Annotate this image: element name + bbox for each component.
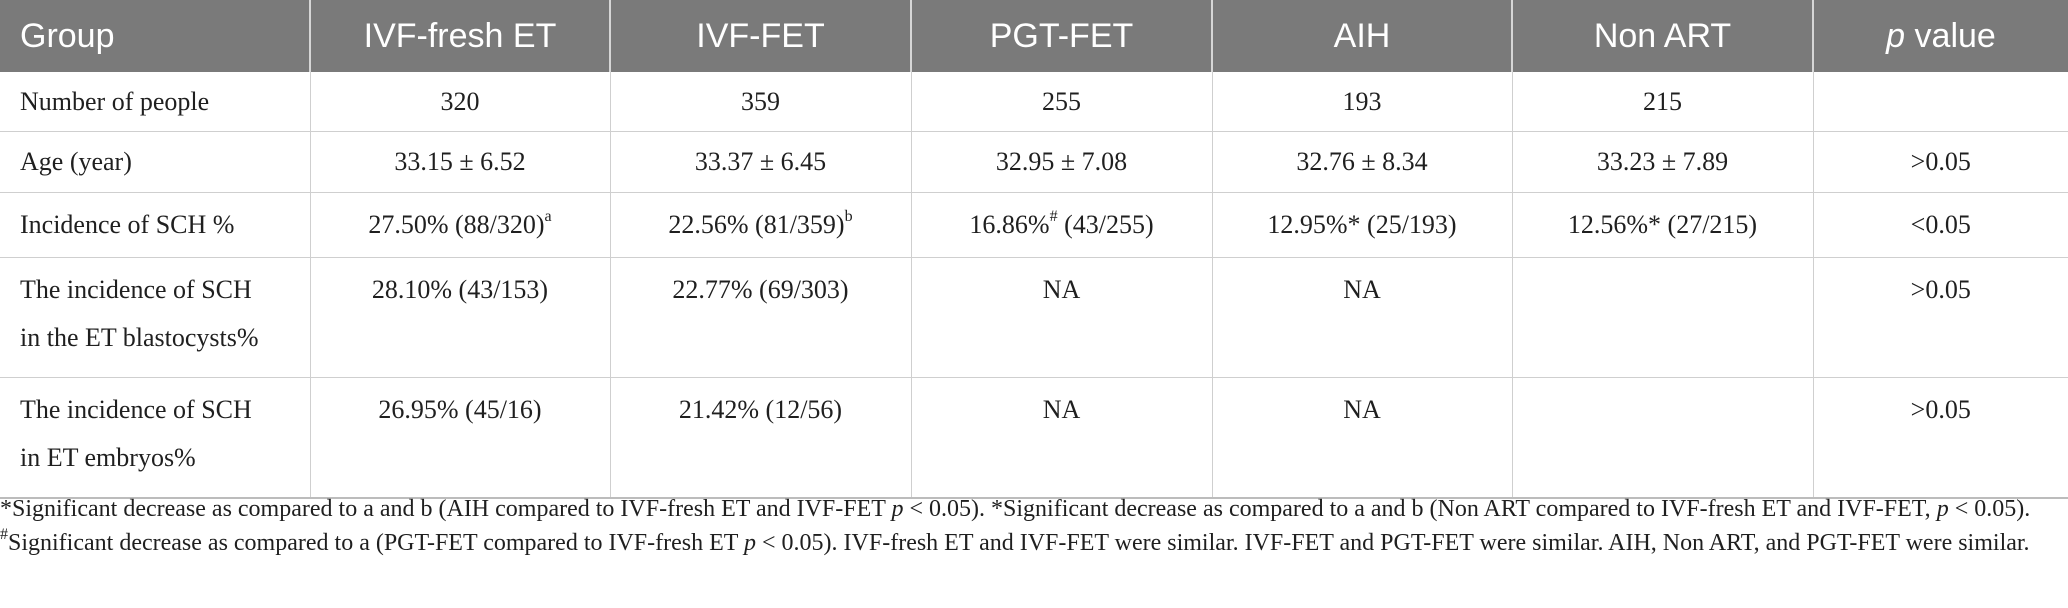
- cell: 193: [1212, 72, 1513, 132]
- row-label: Incidence of SCH %: [0, 192, 311, 258]
- cell: 33.37 ± 6.45: [610, 131, 912, 193]
- cell: 33.23 ± 7.89: [1512, 131, 1814, 193]
- cell: 255: [911, 72, 1213, 132]
- cell: 26.95% (45/16): [310, 377, 611, 499]
- table-container: Group IVF-fresh ET IVF-FET PGT-FET AIH N…: [0, 0, 2068, 499]
- header-group: Group: [0, 0, 311, 72]
- cell: 320: [310, 72, 611, 132]
- table-body: Number of people 320 359 255 193 215 Age…: [0, 72, 2068, 499]
- cell: 22.56% (81/359)b: [610, 192, 912, 258]
- superscript-hash: #: [1049, 208, 1058, 226]
- footnote-p: p: [1936, 496, 1949, 522]
- row-label-line: in ET embryos%: [20, 443, 196, 472]
- footnote-text: Significant decrease as compared to a (P…: [8, 530, 745, 556]
- row-label: The incidence of SCH in the ET blastocyst…: [0, 257, 311, 378]
- footnote-text: < 0.05). IVF-fresh ET and IVF-FET were s…: [756, 530, 2030, 556]
- cell: >0.05: [1813, 257, 2068, 378]
- header-pgt-fet: PGT-FET: [911, 0, 1213, 72]
- footnote-p: p: [744, 530, 757, 556]
- header-row: Group IVF-fresh ET IVF-FET PGT-FET AIH N…: [0, 0, 2068, 72]
- header-ivf-fet: IVF-FET: [610, 0, 912, 72]
- cell: 215: [1512, 72, 1814, 132]
- results-table: Group IVF-fresh ET IVF-FET PGT-FET AIH N…: [0, 0, 2068, 499]
- table-header: Group IVF-fresh ET IVF-FET PGT-FET AIH N…: [0, 0, 2068, 72]
- cell: 28.10% (43/153): [310, 257, 611, 378]
- footnote-hash: #: [0, 526, 8, 543]
- cell: 32.76 ± 8.34: [1212, 131, 1513, 193]
- footnote-text: *Significant decrease as compared to a a…: [0, 496, 892, 522]
- cell: [1512, 377, 1814, 499]
- table-row: The incidence of SCH in ET embryos% 26.95…: [0, 377, 2068, 499]
- cell: 22.77% (69/303): [610, 257, 912, 378]
- cell: 33.15 ± 6.52: [310, 131, 611, 193]
- row-label-line: The incidence of SCH: [20, 275, 252, 304]
- cell: NA: [1212, 377, 1513, 499]
- row-label: Number of people: [0, 72, 311, 132]
- footnote-text: < 0.05). *Significant decrease as compar…: [903, 496, 1937, 522]
- cell: <0.05: [1813, 192, 2068, 258]
- cell-text-rest: (43/255): [1057, 210, 1154, 239]
- row-label-line: in the ET blastocysts%: [20, 323, 259, 352]
- header-value-label: value: [1914, 16, 1996, 55]
- header-non-art: Non ART: [1512, 0, 1814, 72]
- row-label: The incidence of SCH in ET embryos%: [0, 377, 311, 499]
- footnote-p: p: [891, 496, 904, 522]
- cell: 21.42% (12/56): [610, 377, 912, 499]
- row-label-line: The incidence of SCH: [20, 395, 252, 424]
- table-row: Age (year) 33.15 ± 6.52 33.37 ± 6.45 32.…: [0, 131, 2068, 193]
- cell: [1813, 72, 2068, 132]
- header-p-value: p value: [1813, 0, 2068, 72]
- header-aih: AIH: [1212, 0, 1513, 72]
- superscript-a: a: [544, 208, 552, 226]
- cell: NA: [911, 257, 1213, 378]
- footnote-text: < 0.05).: [1948, 496, 2031, 522]
- cell: 359: [610, 72, 912, 132]
- cell: NA: [911, 377, 1213, 499]
- cell: 27.50% (88/320)a: [310, 192, 611, 258]
- cell: 32.95 ± 7.08: [911, 131, 1213, 193]
- header-p-letter: p: [1886, 16, 1906, 55]
- cell-text: 27.50% (88/320): [368, 210, 545, 239]
- table-footnote: *Significant decrease as compared to a a…: [0, 492, 2060, 560]
- cell: >0.05: [1813, 131, 2068, 193]
- table-row: The incidence of SCH in the ET blastocyst…: [0, 257, 2068, 378]
- cell: >0.05: [1813, 377, 2068, 499]
- table-row: Incidence of SCH % 27.50% (88/320)a 22.5…: [0, 192, 2068, 258]
- cell: 12.95%* (25/193): [1212, 192, 1513, 258]
- cell: [1512, 257, 1814, 378]
- superscript-b: b: [844, 208, 853, 226]
- header-ivf-fresh-et: IVF-fresh ET: [310, 0, 611, 72]
- cell-text: 22.56% (81/359): [668, 210, 845, 239]
- cell: 12.56%* (27/215): [1512, 192, 1814, 258]
- cell-text: 16.86%: [969, 210, 1050, 239]
- cell: NA: [1212, 257, 1513, 378]
- table-row: Number of people 320 359 255 193 215: [0, 72, 2068, 132]
- row-label: Age (year): [0, 131, 311, 193]
- cell: 16.86%# (43/255): [911, 192, 1213, 258]
